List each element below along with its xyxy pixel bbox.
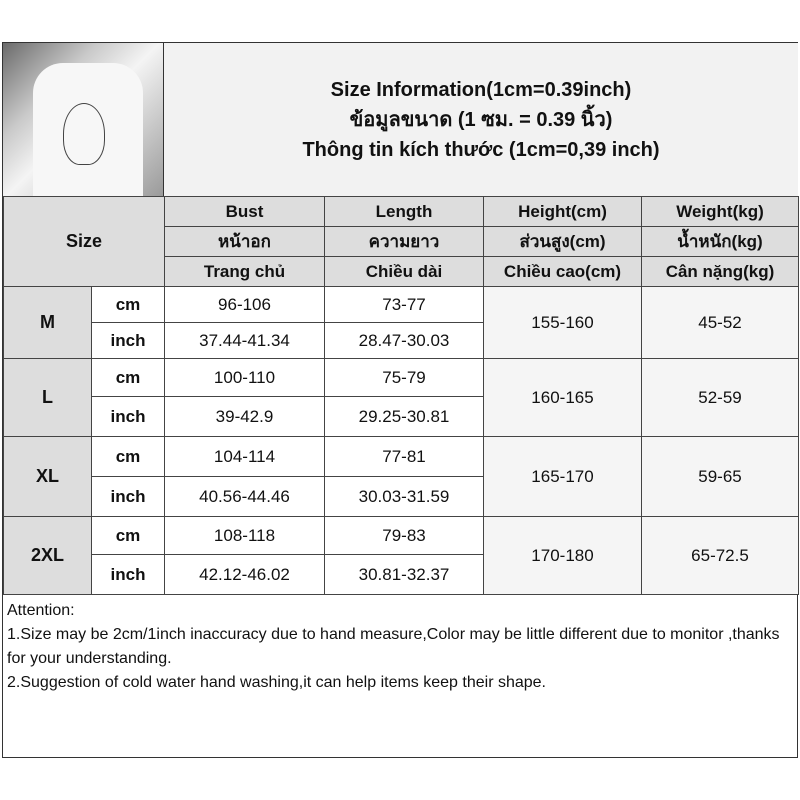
header-row: Size Bust Length Height(cm) Weight(kg) — [3, 196, 799, 287]
column-header: Weight(kg) — [641, 196, 799, 227]
column-header: ส่วนสูง(cm) — [483, 226, 642, 257]
attention-note-2: 2.Suggestion of cold water hand washing,… — [7, 674, 546, 691]
bust-cell: 100-110 — [164, 358, 325, 397]
size-table: Size Bust Length Height(cm) Weight(kg) หน้าอก… — [3, 196, 799, 595]
column-header: Cân nặng(kg) — [641, 256, 799, 287]
unit-cell: inch — [91, 476, 165, 517]
table-row: inch 37.44-41.34 28.47-30.03 — [4, 322, 799, 359]
header-row: หน้าอก ความยาว ส่วนสูง(cm) น้ำหนัก(kg) — [4, 226, 799, 257]
height-cell: 155-160 — [483, 286, 642, 359]
unit-cell: inch — [91, 554, 165, 595]
attention-note-1: 1.Size may be 2cm/1inch inaccuracy due t… — [7, 626, 780, 667]
bust-cell: 39-42.9 — [164, 396, 325, 437]
length-cell: 30.03-31.59 — [324, 476, 484, 517]
height-cell: 170-180 — [483, 516, 642, 595]
bust-cell: 108-118 — [164, 516, 325, 555]
bust-cell: 96-106 — [164, 286, 325, 323]
column-header: ความยาว — [324, 226, 484, 257]
size-cell: 2XL — [3, 516, 92, 595]
product-photo — [3, 43, 163, 196]
title-english: Size Information(1cm=0.39inch) — [330, 78, 632, 101]
unit-cell: cm — [91, 436, 165, 477]
length-cell: 30.81-32.37 — [324, 554, 484, 595]
attention-heading: Attention: — [7, 602, 75, 619]
size-cell: L — [3, 358, 92, 437]
height-cell: 160-165 — [483, 358, 642, 437]
title-thai: ข้อมูลขนาด (1 ซม. = 0.39 นิ้ว) — [349, 108, 613, 131]
bust-cell: 37.44-41.34 — [164, 322, 325, 359]
column-header: Trang chủ — [164, 256, 325, 287]
header-row: Trang chủ Chiều dài Chiều cao(cm) Cân nặng(… — [4, 256, 799, 287]
column-header: น้ำหนัก(kg) — [641, 226, 799, 257]
length-cell: 75-79 — [324, 358, 484, 397]
length-cell: 77-81 — [324, 436, 484, 477]
unit-cell: inch — [91, 396, 165, 437]
length-cell: 79-83 — [324, 516, 484, 555]
bust-cell: 40.56-44.46 — [164, 476, 325, 517]
size-cell: M — [3, 286, 92, 359]
size-cell: XL — [3, 436, 92, 517]
height-cell: 165-170 — [483, 436, 642, 517]
size-header: Size — [3, 196, 165, 287]
column-header: Chiều dài — [324, 256, 484, 287]
weight-cell: 45-52 — [641, 286, 799, 359]
bust-cell: 104-114 — [164, 436, 325, 477]
column-header: หน้าอก — [164, 226, 325, 257]
weight-cell: 65-72.5 — [641, 516, 799, 595]
table-row: 2XL cm 108-118 79-83 170-180 65-72.5 — [3, 516, 799, 595]
length-cell: 73-77 — [324, 286, 484, 323]
table-row: inch 39-42.9 29.25-30.81 — [4, 396, 799, 437]
title-vietnamese: Thông tin kích thước (1cm=0,39 inch) — [302, 138, 660, 161]
unit-cell: inch — [91, 322, 165, 359]
table-row: inch 40.56-44.46 30.03-31.59 — [4, 476, 799, 517]
unit-cell: cm — [91, 516, 165, 555]
column-header: Chiều cao(cm) — [483, 256, 642, 287]
weight-cell: 52-59 — [641, 358, 799, 437]
bust-cell: 42.12-46.02 — [164, 554, 325, 595]
size-chart: Size Information(1cm=0.39inch) ข้อมูลขนา… — [2, 42, 800, 758]
chart-title: Size Information(1cm=0.39inch) ข้อมูลขนา… — [163, 43, 798, 196]
unit-cell: cm — [91, 286, 165, 323]
length-cell: 29.25-30.81 — [324, 396, 484, 437]
printed-face-graphic — [63, 103, 105, 165]
unit-cell: cm — [91, 358, 165, 397]
weight-cell: 59-65 — [641, 436, 799, 517]
length-cell: 28.47-30.03 — [324, 322, 484, 359]
column-header: Length — [324, 196, 484, 227]
column-header: Bust — [164, 196, 325, 227]
attention-notes: Attention: 1.Size may be 2cm/1inch inacc… — [3, 597, 800, 697]
column-header: Height(cm) — [483, 196, 642, 227]
table-row: XL cm 104-114 77-81 165-170 59-65 — [3, 436, 799, 517]
table-row: inch 42.12-46.02 30.81-32.37 — [4, 554, 799, 595]
